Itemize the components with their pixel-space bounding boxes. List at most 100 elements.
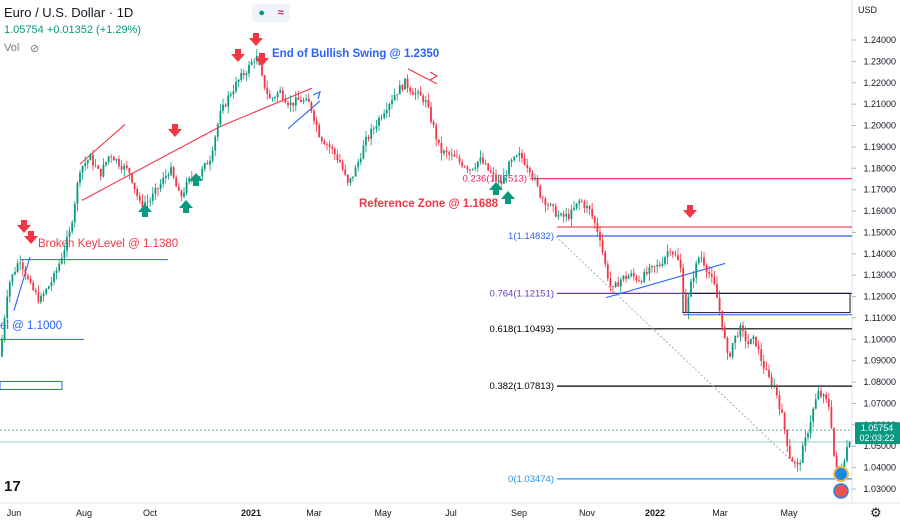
- candle-body: [76, 182, 79, 205]
- candle-body: [599, 231, 601, 241]
- symbol-title[interactable]: Euro / U.S. Dollar · 1D: [4, 5, 134, 20]
- candle-body: [726, 337, 729, 353]
- candle-body: [835, 455, 838, 467]
- eye-crossed-icon[interactable]: ⊘: [30, 43, 40, 55]
- y-tick-label: 1.24000: [863, 35, 896, 45]
- candle-body: [245, 73, 248, 76]
- wave-icon: ≈: [277, 7, 284, 19]
- candle-body: [370, 128, 373, 139]
- chart-annotation: el @ 1.1000: [0, 320, 62, 332]
- candle-body: [55, 270, 58, 274]
- candle-body: [297, 97, 300, 100]
- candle-body: [177, 186, 180, 191]
- candle-body: [89, 154, 92, 161]
- candle-body: [118, 159, 120, 167]
- candle-body: [716, 283, 718, 298]
- trend-arrow-icon: [312, 90, 321, 100]
- candle-body: [206, 163, 209, 165]
- candle-body: [432, 121, 435, 126]
- candle-body: [437, 139, 440, 143]
- candle-body: [63, 250, 66, 259]
- candle-body: [99, 168, 102, 177]
- candle-body: [734, 335, 737, 343]
- candle-body: [695, 263, 698, 278]
- current-price-badge: [855, 422, 900, 445]
- y-tick-label: 1.17000: [863, 185, 896, 195]
- candle-body: [476, 161, 479, 168]
- down-arrow-icon: [231, 49, 245, 62]
- current-price-label: 1.05754: [861, 423, 894, 433]
- candle-body: [526, 164, 529, 168]
- down-arrow-icon: [17, 220, 31, 233]
- candle-body: [209, 160, 211, 165]
- candle-body: [242, 72, 245, 76]
- volume-label[interactable]: Vol: [4, 42, 20, 54]
- candle-body: [201, 168, 204, 177]
- fib-level-label: 1(1.14832): [508, 231, 554, 242]
- candle-body: [630, 273, 633, 276]
- candle-body: [515, 155, 518, 157]
- candle-body: [203, 163, 206, 169]
- candle-body: [263, 75, 266, 88]
- x-tick-label: Mar: [712, 508, 728, 518]
- candle-body: [157, 188, 159, 189]
- candle-body: [664, 257, 666, 264]
- candle-body: [305, 98, 308, 101]
- candle-body: [666, 251, 669, 258]
- candle-body: [232, 91, 235, 95]
- candle-body: [721, 310, 724, 328]
- y-tick-label: 1.16000: [863, 206, 896, 216]
- candle-body: [214, 136, 217, 151]
- chart-annotation: End of Bullish Swing @ 1.2350: [272, 48, 439, 60]
- candle-body: [175, 177, 178, 187]
- candle-body: [424, 100, 427, 102]
- candle-body: [40, 295, 42, 303]
- candle-body: [216, 124, 219, 137]
- candle-body: [6, 296, 9, 319]
- candle-body: [492, 172, 495, 175]
- candle-body: [736, 335, 739, 337]
- candle-body: [482, 157, 484, 164]
- candle-body: [830, 406, 833, 428]
- candle-body: [385, 109, 388, 114]
- candle-body: [601, 240, 604, 252]
- candle-body: [804, 437, 807, 446]
- candle-body: [14, 271, 16, 275]
- candle-body: [822, 394, 825, 397]
- candle-body: [240, 72, 243, 80]
- candle-body: [50, 282, 53, 287]
- candle-body: [1, 338, 3, 357]
- candle-body: [336, 154, 339, 161]
- candle-body: [752, 336, 755, 339]
- candle-body: [580, 200, 583, 202]
- candle-body: [268, 93, 271, 99]
- candle-body: [302, 100, 305, 102]
- candle-body: [73, 204, 76, 223]
- candle-body: [692, 277, 695, 282]
- candle-body: [250, 61, 253, 65]
- candle-body: [352, 176, 354, 179]
- candle-body: [248, 64, 250, 74]
- candle-body: [562, 213, 565, 217]
- gear-icon[interactable]: ⚙: [870, 505, 882, 520]
- x-tick-label: Mar: [306, 508, 322, 518]
- candle-body: [443, 150, 445, 154]
- candle-body: [328, 144, 331, 147]
- currency-selector[interactable]: USD: [858, 5, 878, 15]
- candle-body: [32, 282, 35, 291]
- indicator-pill[interactable]: ● ≈: [252, 4, 290, 22]
- trend-line: [555, 236, 801, 469]
- candle-body: [518, 153, 521, 156]
- candle-body: [318, 125, 321, 138]
- candle-body: [229, 94, 232, 96]
- candle-body: [765, 368, 768, 370]
- candle-body: [495, 174, 497, 182]
- candle-body: [469, 169, 471, 171]
- candle-body: [700, 257, 703, 259]
- candle-body: [500, 181, 503, 184]
- candle-body: [427, 100, 430, 107]
- zone-box: [682, 292, 851, 314]
- x-tick-label: Sep: [511, 508, 527, 518]
- candle-body: [167, 174, 170, 176]
